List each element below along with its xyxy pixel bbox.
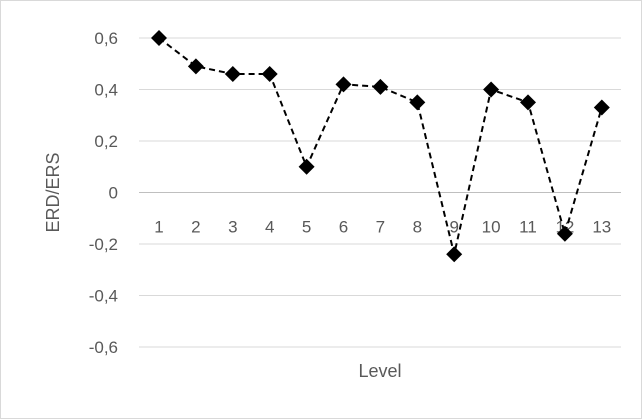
y-axis-tick-labels: 0,6 0,4 0,2 0 -0,2 -0,4 -0,6 xyxy=(89,29,118,357)
data-point-marker xyxy=(556,225,573,242)
data-point-marker xyxy=(483,81,500,98)
x-axis-title: Level xyxy=(358,361,401,381)
data-point-marker xyxy=(224,66,241,83)
data-point-marker xyxy=(372,78,389,95)
y-tick-label: 0,4 xyxy=(94,81,118,100)
data-point-marker xyxy=(261,66,278,83)
x-tick-label: 5 xyxy=(302,218,311,237)
x-tick-label: 10 xyxy=(482,218,501,237)
y-tick-label: 0 xyxy=(109,184,118,203)
y-tick-label: -0,2 xyxy=(89,235,118,254)
x-tick-label: 6 xyxy=(339,218,348,237)
data-point-marker xyxy=(187,58,204,75)
x-tick-label: 9 xyxy=(449,218,458,237)
y-tick-label: -0,6 xyxy=(89,338,118,357)
x-tick-label: 2 xyxy=(191,218,200,237)
data-point-marker xyxy=(409,94,426,111)
data-point-marker xyxy=(151,30,167,46)
x-tick-label: 8 xyxy=(413,218,422,237)
x-tick-label: 7 xyxy=(376,218,385,237)
data-point-marker xyxy=(593,99,610,116)
x-tick-label: 11 xyxy=(519,218,537,237)
data-point-marker xyxy=(298,158,315,175)
gridlines xyxy=(139,37,621,348)
x-tick-label: 4 xyxy=(265,218,274,237)
data-point-marker xyxy=(446,246,463,263)
y-tick-label: -0,4 xyxy=(89,287,118,306)
x-tick-label: 13 xyxy=(592,218,611,237)
y-tick-label: 0,2 xyxy=(94,132,118,151)
y-axis-title: ERD/ERS xyxy=(43,152,63,232)
x-tick-label: 1 xyxy=(154,218,163,237)
y-tick-label: 0,6 xyxy=(94,29,118,48)
data-point-marker xyxy=(335,76,352,93)
x-tick-label: 3 xyxy=(228,218,237,237)
series-erd-ers xyxy=(151,30,610,263)
x-axis-tick-labels: 12345678910111213 xyxy=(154,218,611,237)
data-point-marker xyxy=(520,94,536,111)
